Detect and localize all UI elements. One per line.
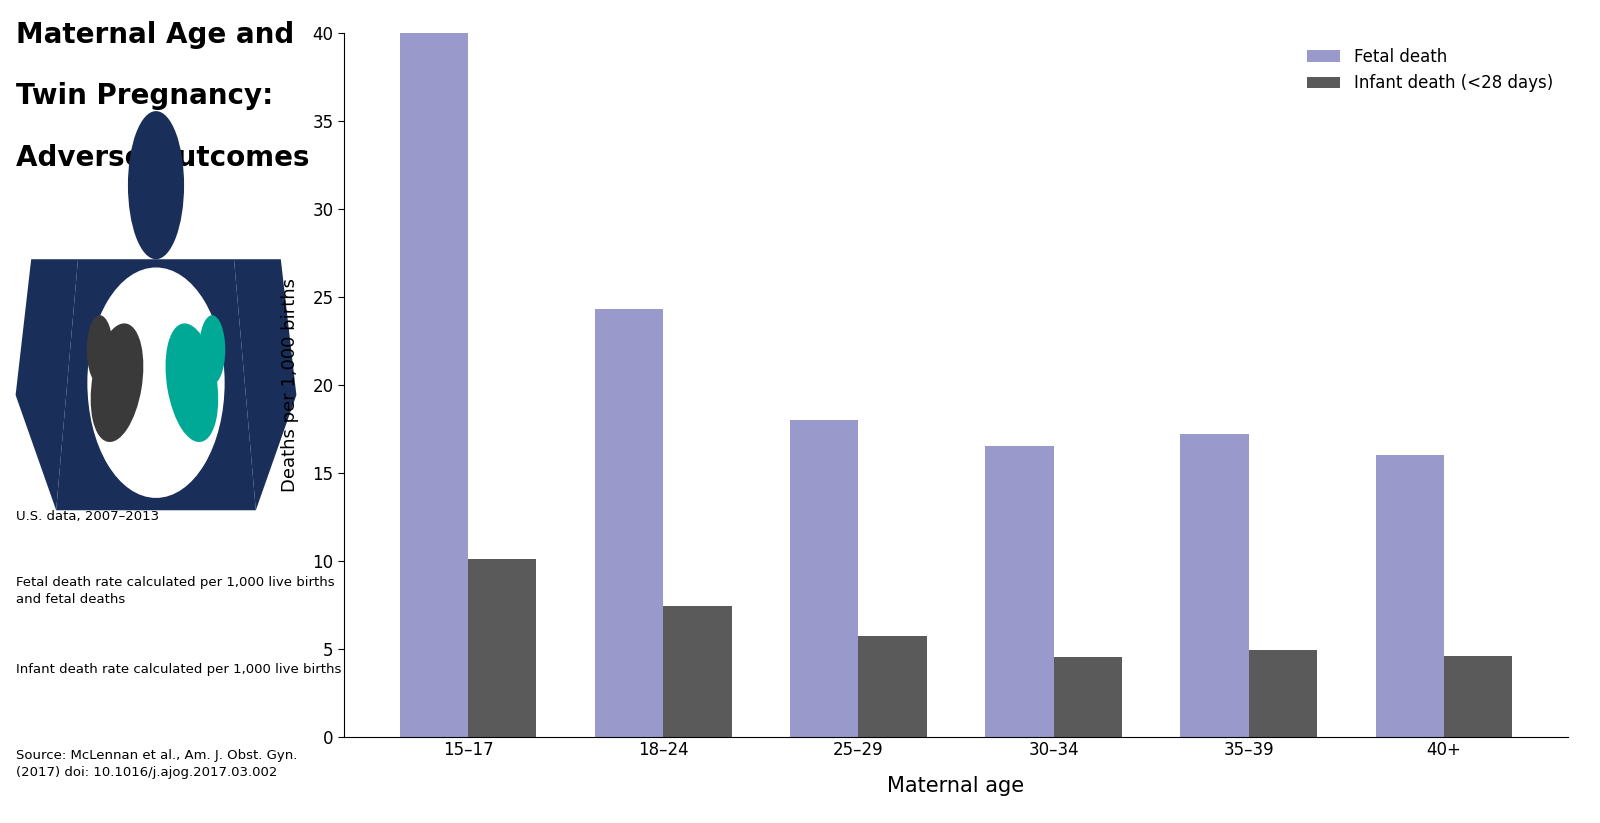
Y-axis label: Deaths per 1,000 births: Deaths per 1,000 births — [280, 277, 299, 492]
Text: Fetal death rate calculated per 1,000 live births
and fetal deaths: Fetal death rate calculated per 1,000 li… — [16, 576, 334, 606]
Circle shape — [198, 315, 226, 384]
Polygon shape — [56, 259, 256, 510]
Bar — [986, 446, 1054, 737]
Polygon shape — [16, 259, 78, 510]
Polygon shape — [234, 259, 296, 510]
Bar — [1181, 434, 1250, 737]
Text: Maternal Age and: Maternal Age and — [16, 21, 294, 49]
Bar — [595, 309, 662, 737]
Text: Twin Pregnancy:: Twin Pregnancy: — [16, 82, 274, 110]
Bar — [662, 607, 731, 737]
X-axis label: Maternal age: Maternal age — [888, 776, 1024, 796]
Circle shape — [128, 111, 184, 259]
Ellipse shape — [165, 323, 218, 442]
Bar — [790, 420, 858, 737]
Text: U.S. data, 2007–2013: U.S. data, 2007–2013 — [16, 510, 158, 523]
Ellipse shape — [91, 323, 144, 442]
Legend: Fetal death, Infant death (<28 days): Fetal death, Infant death (<28 days) — [1301, 41, 1560, 99]
Bar — [400, 33, 467, 737]
Circle shape — [86, 315, 114, 384]
Bar — [858, 636, 926, 737]
Bar — [1445, 656, 1512, 737]
Bar — [1376, 455, 1445, 737]
Ellipse shape — [88, 267, 224, 498]
Text: Source: McLennan et al., Am. J. Obst. Gyn.
(2017) doi: 10.1016/j.ajog.2017.03.00: Source: McLennan et al., Am. J. Obst. Gy… — [16, 749, 298, 779]
Text: Adverse Outcomes: Adverse Outcomes — [16, 144, 309, 172]
Bar — [1250, 650, 1317, 737]
Bar — [467, 559, 536, 737]
Text: Infant death rate calculated per 1,000 live births: Infant death rate calculated per 1,000 l… — [16, 663, 341, 676]
Bar — [1054, 658, 1122, 737]
